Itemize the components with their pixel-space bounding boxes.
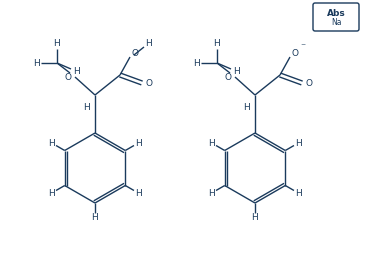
- Text: Na: Na: [331, 18, 341, 27]
- Text: O: O: [306, 80, 313, 88]
- Text: H: H: [252, 214, 258, 223]
- Text: H: H: [208, 138, 215, 148]
- Text: O: O: [64, 72, 71, 82]
- Text: H: H: [135, 188, 142, 198]
- Text: H: H: [233, 67, 239, 75]
- Text: H: H: [295, 138, 302, 148]
- Text: H: H: [208, 188, 215, 198]
- Text: H: H: [54, 40, 60, 49]
- Text: H: H: [295, 188, 302, 198]
- Text: H: H: [48, 188, 55, 198]
- Text: Abs: Abs: [326, 9, 346, 18]
- Text: H: H: [83, 103, 90, 112]
- Text: O: O: [291, 49, 299, 57]
- Text: O: O: [224, 72, 232, 82]
- Text: H: H: [244, 103, 250, 112]
- Text: ⁻: ⁻: [300, 42, 306, 52]
- Text: H: H: [135, 138, 142, 148]
- Text: O: O: [131, 50, 138, 58]
- Text: H: H: [92, 214, 98, 223]
- Text: H: H: [33, 58, 40, 68]
- Text: O: O: [146, 80, 153, 88]
- FancyBboxPatch shape: [313, 3, 359, 31]
- Text: H: H: [214, 40, 220, 49]
- Text: H: H: [48, 138, 55, 148]
- Text: H: H: [72, 67, 79, 75]
- Text: H: H: [145, 40, 152, 49]
- Text: H: H: [193, 58, 199, 68]
